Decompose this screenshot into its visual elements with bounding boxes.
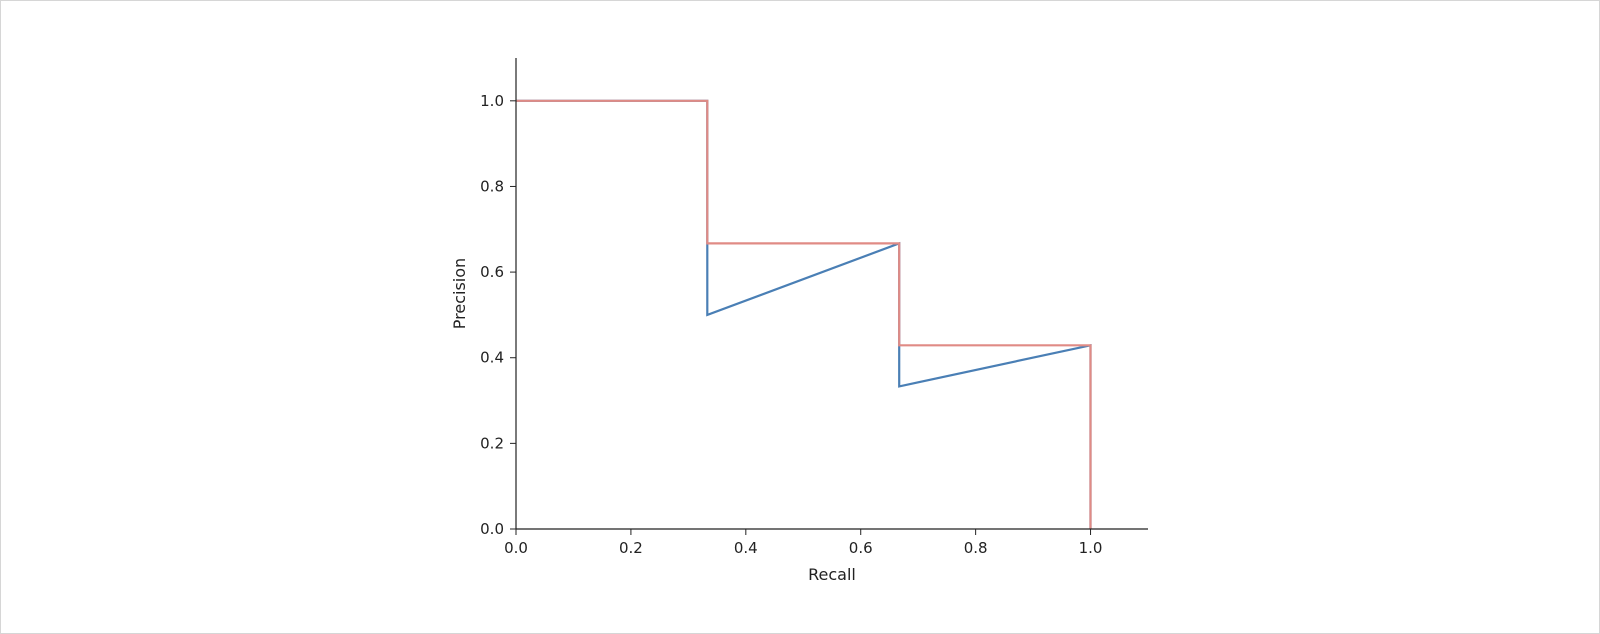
x-tick-label: 0.2 (619, 539, 643, 557)
y-tick-label: 0.4 (480, 349, 504, 367)
x-axis-label: Recall (808, 565, 856, 584)
series-line-2 (516, 99, 1092, 529)
series-layer (516, 99, 1092, 529)
x-tick-label: 0.0 (504, 539, 528, 557)
y-tick-label: 0.6 (480, 263, 504, 281)
x-tick-label: 0.6 (849, 539, 873, 557)
series-line-1 (516, 99, 1092, 529)
y-tick-label: 0.0 (480, 520, 504, 538)
x-tick-label: 0.8 (964, 539, 988, 557)
y-tick-label: 1.0 (480, 92, 504, 110)
axes-layer (515, 58, 1148, 530)
y-tick-label: 0.2 (480, 434, 504, 452)
x-tick-label: 1.0 (1079, 539, 1103, 557)
y-axis-label: Precision (450, 258, 469, 329)
x-tick-label: 0.4 (734, 539, 758, 557)
ticks-layer: 0.0 0.2 0.4 0.6 0.8 1.0 0.0 0.2 0.4 0.6 0.8 1.0 (480, 92, 1102, 557)
y-tick-label: 0.8 (480, 177, 504, 195)
